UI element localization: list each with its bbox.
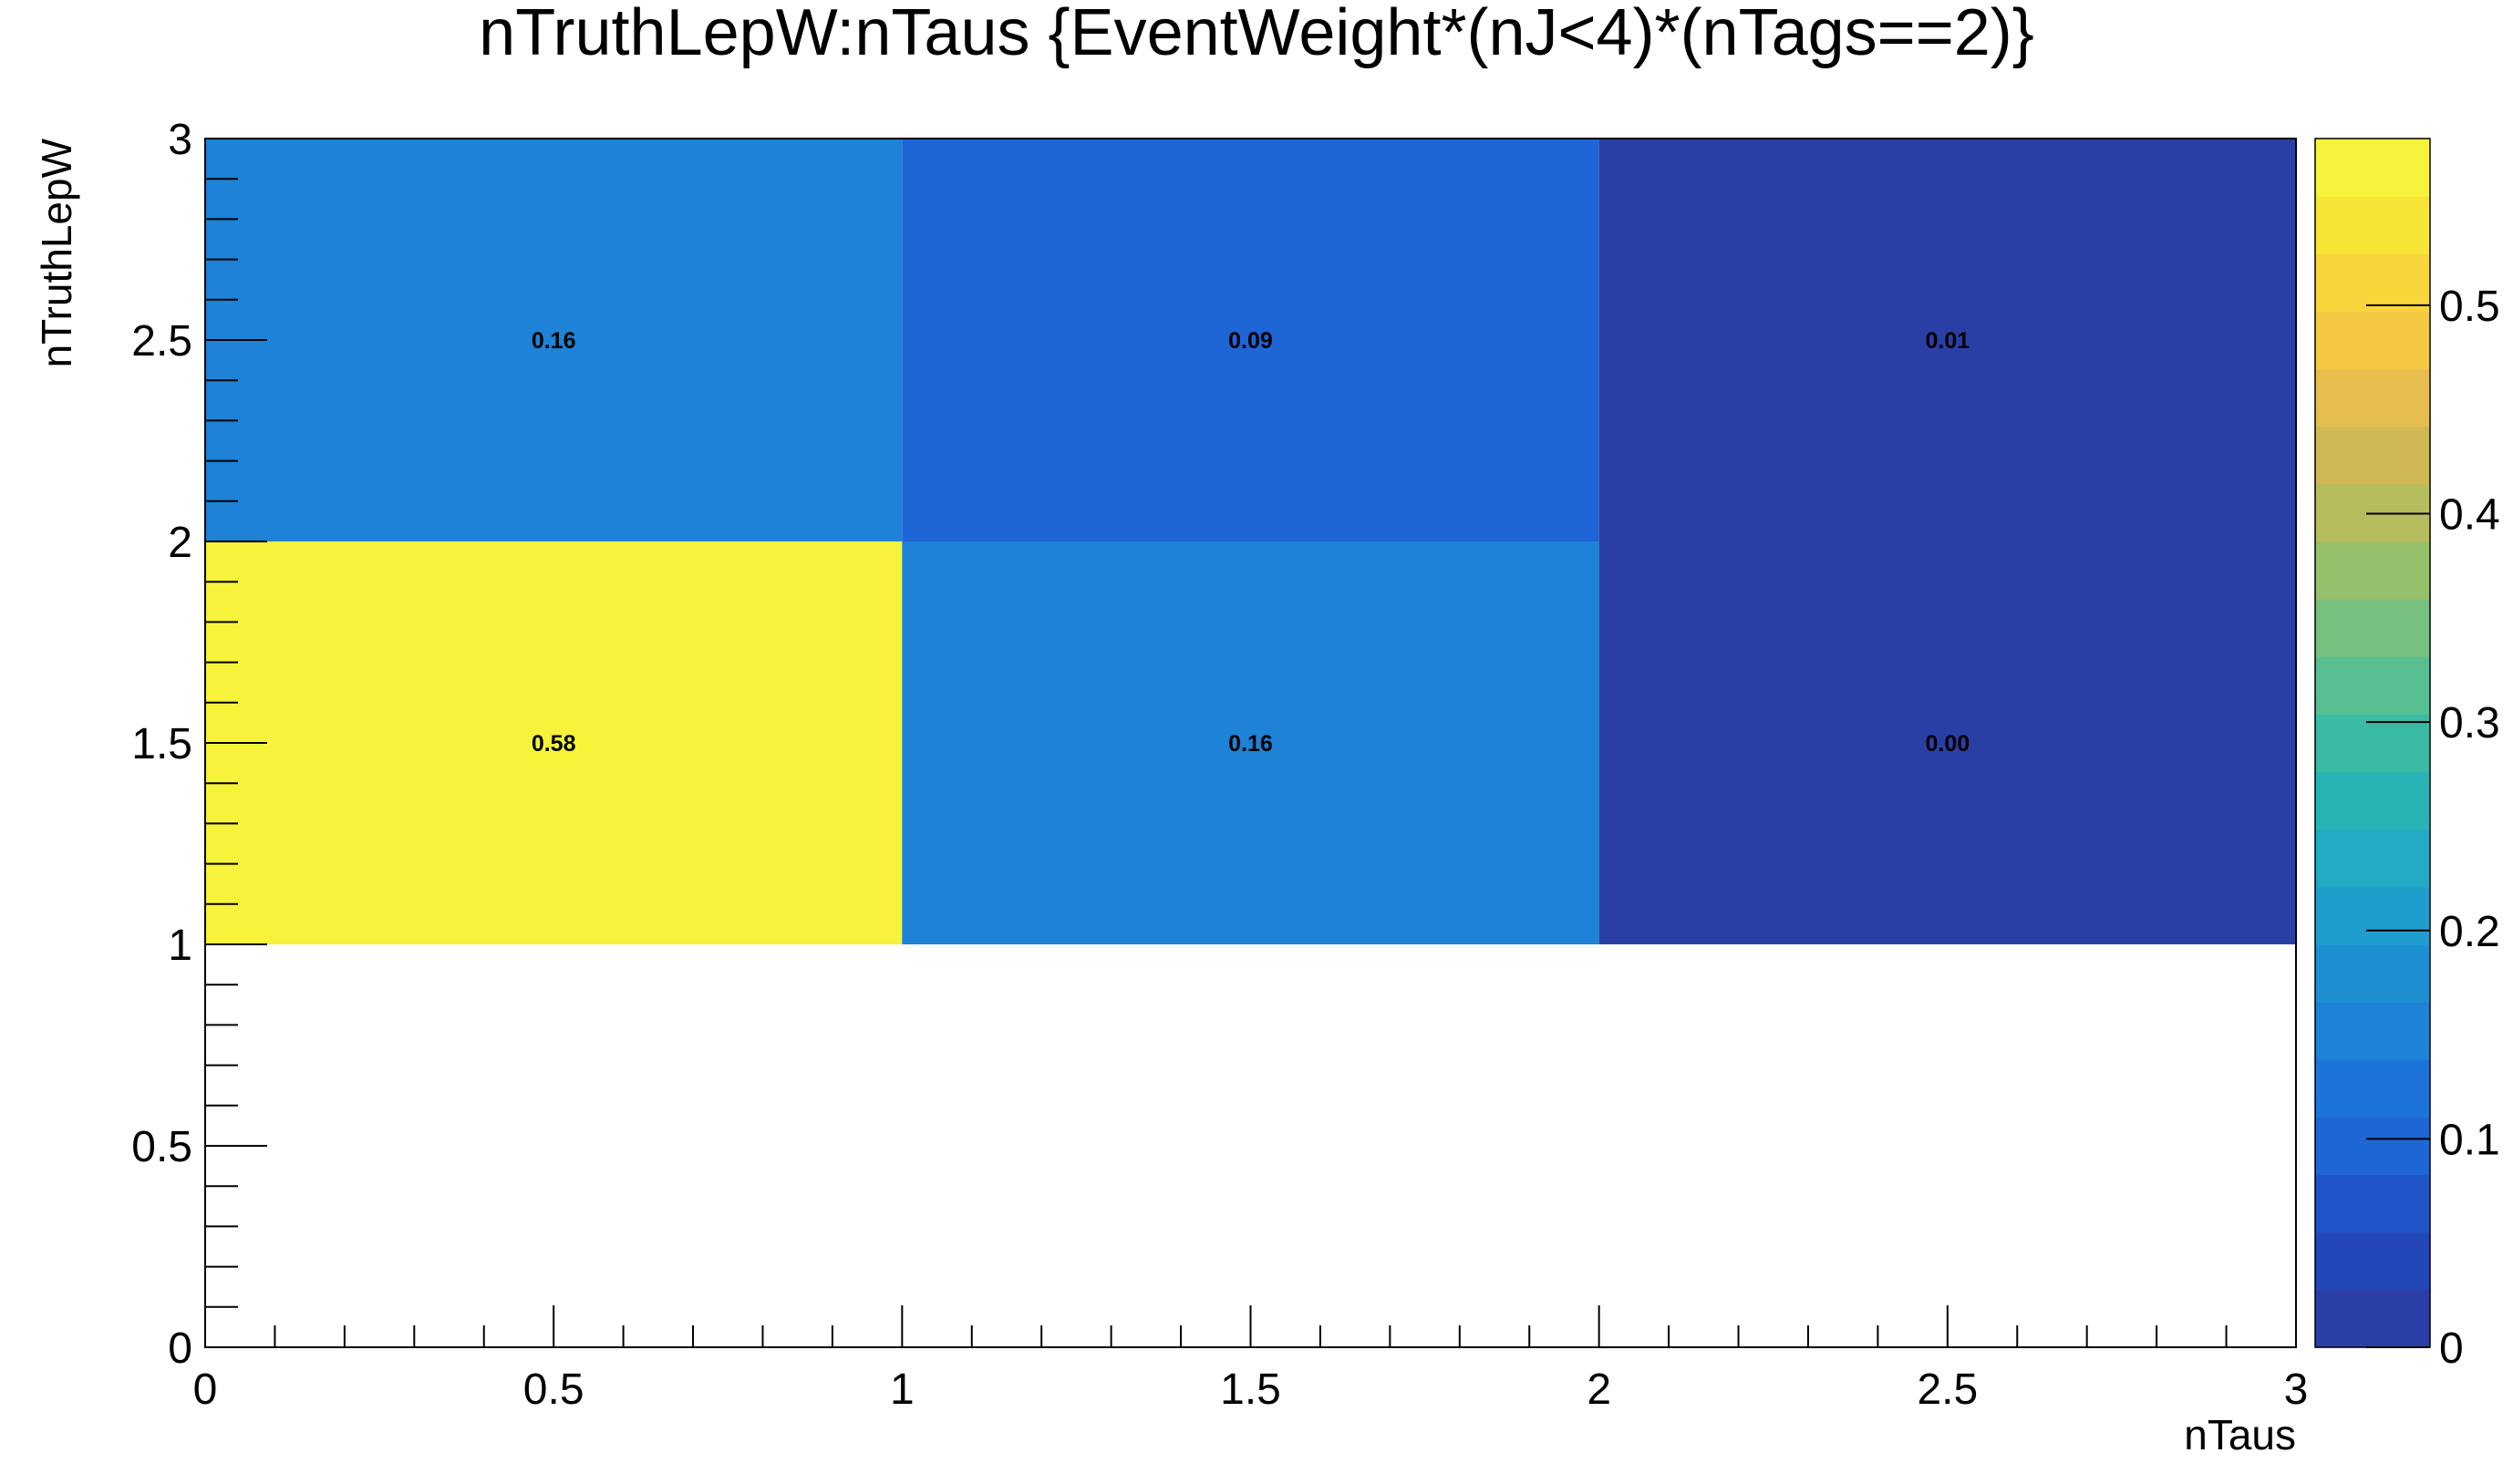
colorbar-tick-label: 0.1 [2439, 1116, 2500, 1164]
x-tick-label: 3 [2284, 1365, 2309, 1414]
colorbar-band [2315, 1232, 2430, 1291]
x-tick-label: 0 [193, 1365, 218, 1414]
y-axis-title: nTruthLepW [33, 138, 80, 367]
heatmap-cell [902, 139, 1599, 541]
x-tick-label: 0.5 [523, 1365, 584, 1414]
x-tick-label: 1.5 [1220, 1365, 1281, 1414]
cell-value-label: 0.58 [532, 731, 576, 757]
x-tick-label: 1 [890, 1365, 915, 1414]
colorbar-band [2315, 541, 2430, 600]
cell-value-label: 0.01 [1925, 328, 1970, 354]
heatmap-cell [1598, 139, 2296, 541]
colorbar: 0 0.1 0.2 0.3 0.4 0.5 [2314, 138, 2500, 1373]
x-tick-label: 2.5 [1917, 1365, 1978, 1414]
y-tick-label: 0 [168, 1324, 192, 1373]
cell-value-label: 0.09 [1228, 328, 1273, 354]
x-axis: 0 0.5 1 1.5 2 2.5 3 [193, 1305, 2309, 1414]
colorbar-band [2315, 426, 2430, 485]
heatmap-cell [205, 541, 903, 944]
y-tick-label: 3 [168, 116, 192, 164]
colorbar-band [2315, 139, 2430, 197]
colorbar-band [2315, 196, 2430, 254]
colorbar-tick-label: 0.4 [2439, 491, 2500, 540]
colorbar-tick-label: 0 [2439, 1324, 2464, 1373]
colorbar-band [2315, 599, 2430, 657]
colorbar-band [2315, 944, 2430, 1003]
y-tick-label: 2.5 [131, 317, 192, 366]
heatmap-cell [902, 541, 1599, 944]
colorbar-band [2315, 1117, 2430, 1176]
colorbar-band [2315, 368, 2430, 428]
heatmap-cell [205, 139, 903, 541]
colorbar-band [2315, 771, 2430, 830]
cell-value-label: 0.00 [1925, 731, 1970, 757]
colorbar-band [2315, 714, 2430, 773]
colorbar-band [2315, 1002, 2430, 1060]
colorbar-band [2315, 311, 2430, 370]
colorbar-band [2315, 886, 2430, 945]
x-tick-label: 2 [1587, 1365, 1611, 1414]
x-axis-title: nTaus [2184, 1411, 2296, 1458]
heatmap-cell-labels: 0.16 0.09 0.01 0.58 0.16 0.00 [532, 328, 1970, 757]
colorbar-tick-label: 0.2 [2439, 908, 2500, 956]
y-tick-label: 1 [168, 922, 192, 970]
y-tick-label: 1.5 [131, 720, 192, 768]
chart-title: nTruthLepW:nTaus {EventWeight*(nJ<4)*(nT… [479, 0, 2034, 69]
colorbar-band [2315, 253, 2430, 313]
y-tick-label: 2 [168, 519, 192, 567]
colorbar-band [2315, 656, 2430, 716]
colorbar-band [2315, 829, 2430, 888]
colorbar-band [2315, 1059, 2430, 1118]
cell-value-label: 0.16 [532, 328, 576, 354]
colorbar-tick-label: 0.5 [2439, 283, 2500, 331]
cell-value-label: 0.16 [1228, 731, 1273, 757]
colorbar-tick-label: 0.3 [2439, 699, 2500, 747]
heatmap-cells [205, 139, 2296, 944]
y-axis: 0 0.5 1 1.5 2 2.5 3 [131, 116, 267, 1373]
colorbar-band [2315, 1174, 2430, 1233]
colorbar-band [2315, 1289, 2430, 1348]
y-tick-label: 0.5 [131, 1123, 192, 1171]
heatmap-cell [1598, 541, 2296, 944]
